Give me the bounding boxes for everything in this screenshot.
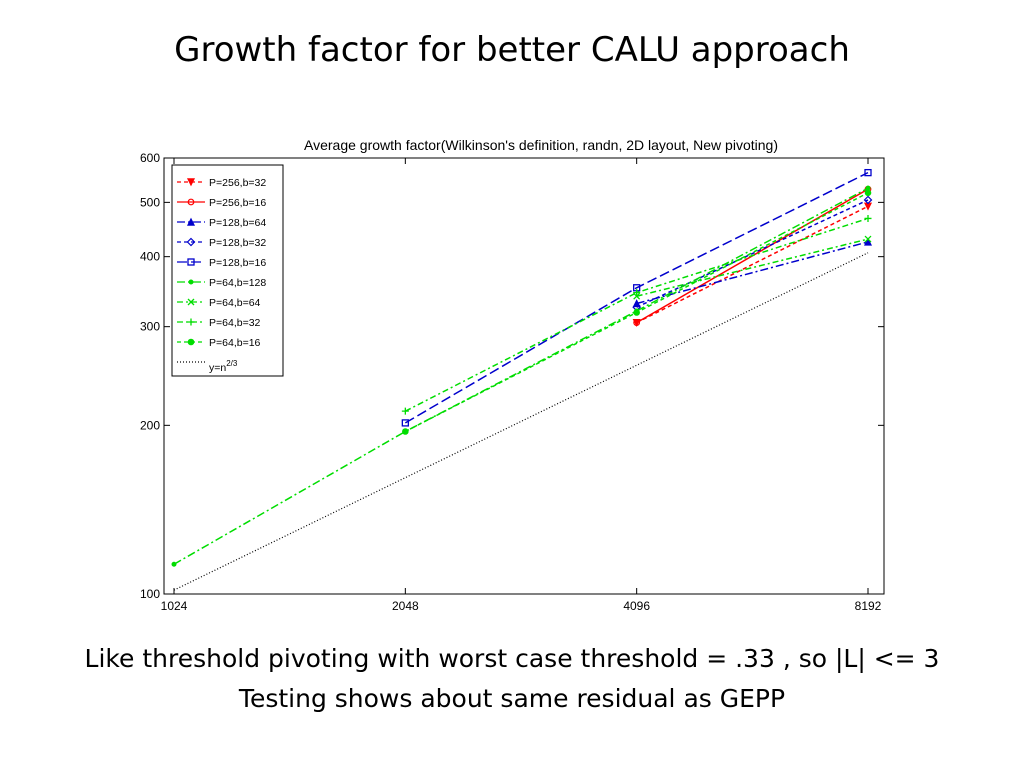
data-point — [633, 309, 640, 316]
y-tick-label: 600 — [140, 151, 160, 165]
legend-label: P=64,b=64 — [209, 297, 261, 309]
series-line — [636, 205, 869, 324]
legend-label: P=128,b=32 — [209, 237, 266, 249]
caption-line-1: Like threshold pivoting with worst case … — [84, 644, 940, 673]
series-6 — [633, 235, 872, 300]
data-point — [401, 407, 409, 415]
legend-label: P=256,b=32 — [209, 177, 266, 189]
caption-line-2: Testing shows about same residual as GEP… — [238, 684, 786, 713]
data-point — [402, 428, 409, 435]
y-tick-label: 300 — [140, 320, 160, 334]
legend-marker — [186, 237, 196, 247]
series-4 — [401, 168, 872, 427]
legend-label: P=128,b=16 — [209, 257, 266, 269]
x-tick-label: 8192 — [855, 599, 882, 613]
legend-marker — [187, 318, 195, 326]
legend-marker — [187, 298, 195, 306]
legend-marker — [187, 198, 195, 206]
slide-title: Growth factor for better CALU approach — [174, 30, 850, 70]
series-line — [173, 187, 869, 565]
x-tick-label: 2048 — [392, 599, 419, 613]
series-line — [636, 199, 869, 308]
growth-factor-chart: Average growth factor(Wilkinson's defini… — [140, 137, 885, 613]
data-point — [633, 319, 641, 327]
y-tick-label: 500 — [140, 195, 160, 209]
series-line — [404, 217, 869, 412]
series-8 — [402, 189, 872, 435]
data-point — [864, 189, 872, 197]
legend-marker — [187, 258, 195, 266]
legend-label: P=64,b=128 — [209, 277, 266, 289]
data-point — [633, 289, 641, 297]
legend-label: P=64,b=16 — [209, 337, 261, 349]
data-point — [863, 195, 873, 205]
legend-label: P=64,b=32 — [209, 317, 261, 329]
data-point — [401, 419, 409, 427]
chart-title: Average growth factor(Wilkinson's defini… — [304, 137, 778, 153]
plot-frame — [163, 157, 885, 595]
data-point — [864, 214, 872, 222]
series-0 — [632, 202, 873, 327]
x-tick-label: 4096 — [623, 599, 650, 613]
legend-marker — [186, 217, 196, 226]
x-tick-label: 1024 — [161, 599, 188, 613]
series-line — [636, 241, 869, 305]
data-point — [863, 237, 873, 246]
y-tick-label: 400 — [140, 250, 160, 264]
series-line — [404, 171, 869, 424]
legend-label: P=256,b=16 — [209, 197, 266, 209]
data-point — [864, 168, 872, 177]
legend-marker — [188, 279, 194, 285]
legend-marker — [187, 338, 195, 346]
legend: P=256,b=32 P=256,b=16 P=128,b=64 P=128,b=32… — [171, 164, 284, 377]
y-tick-label: 200 — [140, 418, 160, 432]
data-point — [171, 561, 177, 567]
y-tick-label: 100 — [140, 587, 160, 601]
series-line — [636, 238, 869, 297]
legend-label: y=n2/3 — [209, 359, 238, 374]
series-7 — [401, 214, 872, 415]
legend-marker — [186, 178, 196, 187]
data-point — [864, 235, 872, 243]
legend-label: P=128,b=64 — [209, 217, 266, 229]
